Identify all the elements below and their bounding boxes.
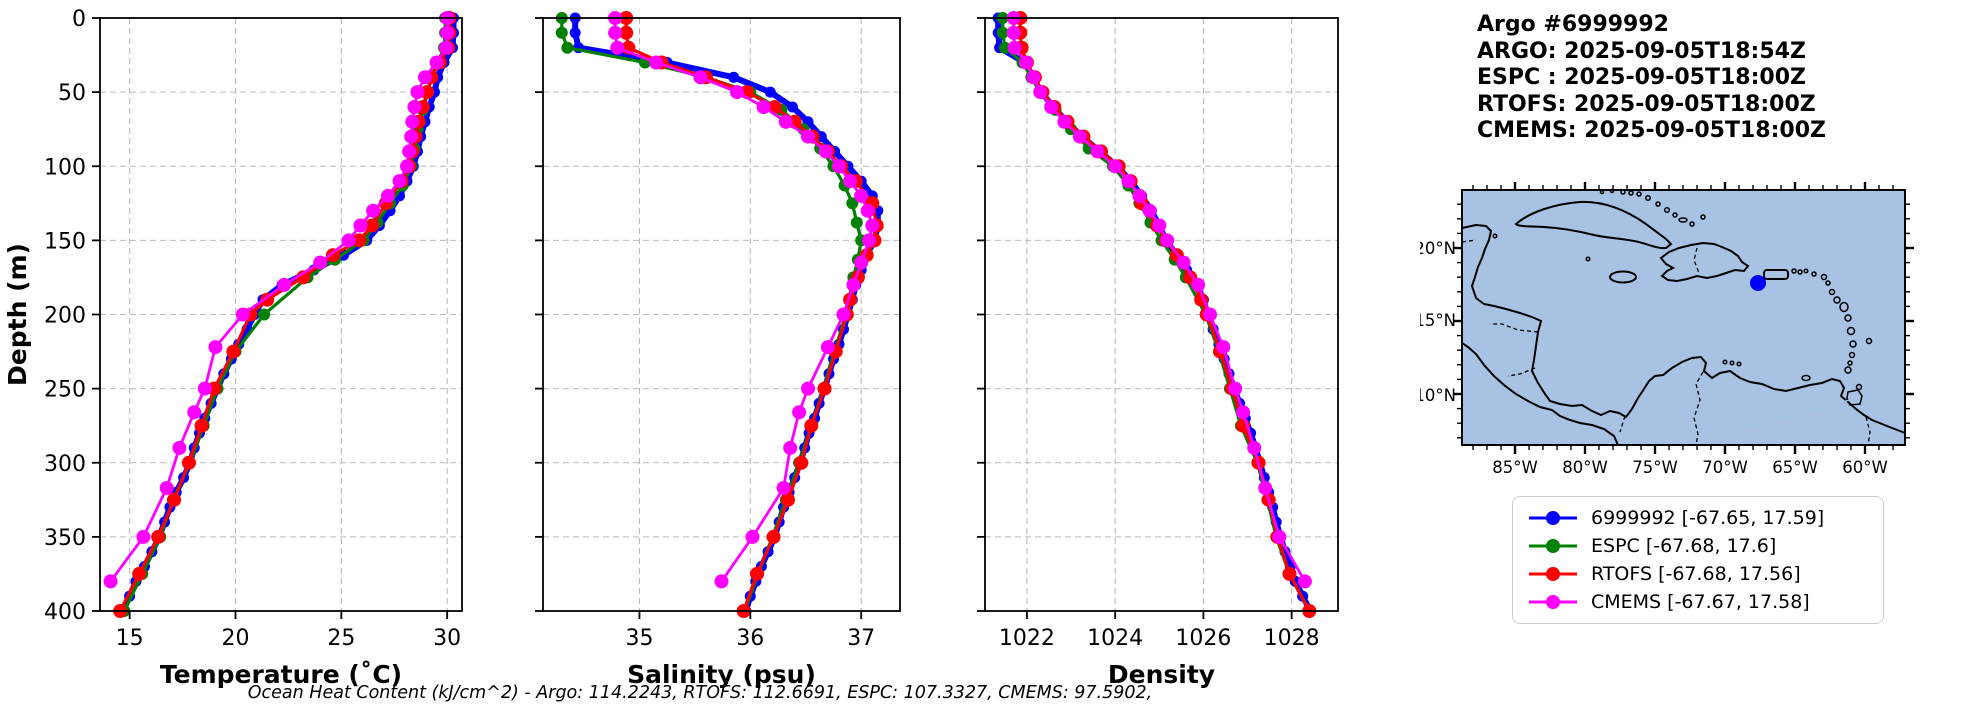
puerto-rico — [1763, 269, 1789, 280]
legend-swatch-argo — [1529, 511, 1577, 525]
float-position-marker — [1750, 275, 1766, 291]
lon-label: 80°W — [1562, 458, 1608, 477]
legend-entry-argo: 6999992 [-67.65, 17.59] — [1525, 504, 1883, 532]
depth-axis-label: Depth (m) — [3, 243, 32, 386]
page-title: Argo #6999992 — [1477, 12, 1669, 37]
legend-label: 6999992 [-67.65, 17.59] — [1591, 507, 1825, 529]
lon-label: 75°W — [1632, 458, 1678, 477]
location-map: 20°N 15°N 10°N 85°W 80°W 75°W 70°W 65°W … — [1420, 182, 1914, 477]
map-tick-labels: 20°N 15°N 10°N 85°W 80°W 75°W 70°W 65°W … — [1420, 239, 1888, 477]
legend-swatch-rtofs — [1529, 567, 1577, 581]
lon-label: 70°W — [1702, 458, 1748, 477]
temperature-axis-label: Temperature (˚C) — [160, 660, 402, 689]
y-tick-label: 400 — [44, 600, 86, 625]
map-ocean — [1462, 190, 1905, 445]
x-tick-label: 15 — [116, 626, 144, 651]
y-tick-label: 150 — [44, 229, 86, 254]
series-CMEMS — [613, 18, 874, 583]
y-tick-label: 0 — [72, 7, 86, 32]
x-tick-label: 36 — [736, 626, 764, 651]
rtofs-timestamp: RTOFS: 2025-09-05T18:00Z — [1477, 91, 1816, 117]
markers-ESPC — [555, 12, 868, 617]
lat-label: 15°N — [1420, 311, 1456, 330]
legend-swatch-espc — [1529, 539, 1577, 553]
series-CMEMS — [109, 18, 449, 583]
profile-charts: 15 20 25 30050100150200250300350400Temperat… — [3, 7, 1339, 689]
x-tick-label: 1024 — [1087, 626, 1143, 651]
markers-CMEMS — [1006, 11, 1312, 589]
legend-entry-rtofs: RTOFS [-67.68, 17.56] — [1525, 560, 1883, 588]
x-tick-label: 35 — [625, 626, 653, 651]
legend-entry-espc: ESPC [-67.68, 17.6] — [1525, 532, 1883, 560]
legend-label: CMEMS [-67.67, 17.58] — [1591, 591, 1810, 613]
lat-label: 20°N — [1420, 239, 1456, 258]
mainland-central-south-america — [1461, 223, 1906, 446]
y-tick-label: 100 — [44, 155, 86, 180]
y-tick-label: 200 — [44, 304, 86, 329]
cuba — [1514, 200, 1673, 250]
header-block: Argo #6999992 ARGO: 2025-09-05T18:54Z ES… — [1477, 12, 1826, 145]
small-islands — [1492, 188, 1873, 406]
legend: 6999992 [-67.65, 17.59] ESPC [-67.68, 17… — [1512, 496, 1884, 624]
y-tick-label: 350 — [44, 526, 86, 551]
x-tick-label: 25 — [327, 626, 355, 651]
density-axis-label: Density — [1108, 660, 1215, 689]
argo-timestamp: ARGO: 2025-09-05T18:54Z — [1477, 38, 1806, 64]
lon-label: 65°W — [1772, 458, 1818, 477]
country-borders — [1461, 239, 1871, 446]
lon-label: 60°W — [1842, 458, 1888, 477]
salinity-axis-label: Salinity (psu) — [627, 660, 816, 689]
y-tick-label: 50 — [58, 81, 86, 106]
legend-swatch-cmems — [1529, 595, 1577, 609]
jamaica — [1609, 270, 1637, 284]
map-land — [1461, 188, 1906, 446]
x-tick-label: 30 — [433, 626, 461, 651]
salinity-plot: 35 36 37 Salinity (psu) — [535, 11, 901, 689]
x-tick-label: 1022 — [999, 626, 1055, 651]
map-ticks — [1453, 182, 1914, 454]
legend-label: ESPC [-67.68, 17.6] — [1591, 535, 1777, 557]
legend-entry-cmems: CMEMS [-67.67, 17.58] — [1525, 588, 1883, 616]
espc-timestamp: ESPC : 2025-09-05T18:00Z — [1477, 65, 1806, 90]
y-tick-label: 300 — [44, 452, 86, 477]
cmems-timestamp: CMEMS: 2025-09-05T18:00Z — [1477, 118, 1826, 143]
legend-label: RTOFS [-67.68, 17.56] — [1591, 563, 1801, 585]
markers-CMEMS — [103, 11, 455, 589]
lon-label: 85°W — [1492, 458, 1538, 477]
temperature-plot: 15 20 25 30050100150200250300350400Temperat… — [3, 7, 463, 689]
ocean-heat-content-caption: Ocean Heat Content (kJ/cm^2) - Argo: 114… — [247, 683, 1153, 703]
markers-CMEMS — [608, 11, 880, 589]
x-tick-label: 1026 — [1175, 626, 1231, 651]
markers-6999992 — [117, 12, 459, 617]
y-tick-label: 250 — [44, 378, 86, 403]
x-tick-label: 37 — [847, 626, 875, 651]
x-tick-label: 1028 — [1264, 626, 1320, 651]
x-tick-label: 20 — [221, 626, 249, 651]
lat-label: 10°N — [1420, 386, 1456, 405]
density-plot: 1022 1024 1026 1028 Density — [977, 11, 1339, 689]
hispaniola — [1659, 241, 1750, 283]
rivers — [1650, 385, 1851, 446]
